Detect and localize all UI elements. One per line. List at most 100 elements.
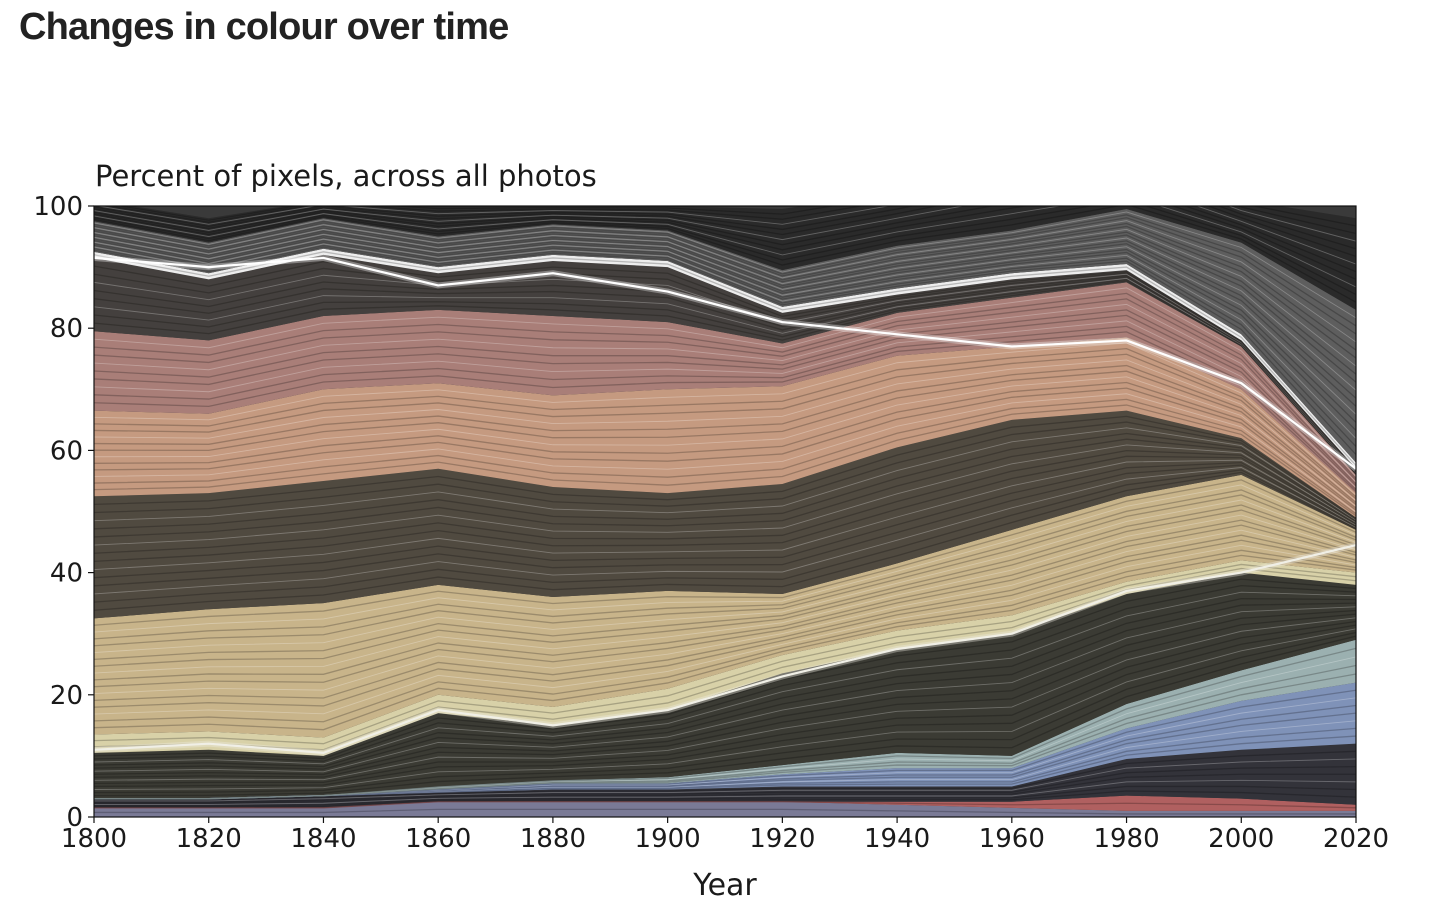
area-band-9	[94, 410, 1356, 619]
stream-line-14-12	[94, 228, 1356, 367]
y-tick-label: 80	[50, 314, 83, 344]
stream-line-6-5	[94, 620, 1356, 785]
stream-line-14-13	[94, 225, 1356, 359]
stream-line-15-8	[94, 206, 1356, 250]
stream-line-8-15	[94, 484, 1356, 633]
stream-line-14-8	[94, 235, 1356, 399]
x-tick-label: 2020	[1323, 824, 1389, 854]
stream-line-10-6	[94, 376, 1356, 507]
x-tick-label: 1920	[749, 824, 815, 854]
stream-line-6-6	[94, 617, 1356, 781]
stream-line-3-4	[94, 773, 1356, 804]
stream-line-15-3	[94, 206, 1356, 288]
chart-subtitle: Percent of pixels, across all photos	[95, 159, 597, 193]
stream-line-11-8	[94, 292, 1356, 479]
x-tick-label: 1800	[61, 824, 127, 854]
stream-line-7-1	[94, 567, 1356, 751]
stream-line-9-6	[94, 459, 1356, 570]
stream-line-8-3	[94, 544, 1356, 715]
x-tick-label: 1840	[290, 824, 356, 854]
highlight-line-1	[94, 256, 1356, 470]
area-band-10	[94, 337, 1356, 518]
stream-line-10-4	[94, 387, 1356, 511]
stream-line-14-1	[94, 246, 1356, 456]
y-tick-label: 20	[50, 681, 83, 711]
stream-line-6-7	[94, 613, 1356, 778]
stream-line-6-4	[94, 624, 1356, 788]
stream-line-8-6	[94, 529, 1356, 694]
stream-line-15-6	[94, 206, 1356, 265]
stream-line-10-7	[94, 370, 1356, 505]
stream-line-8-7	[94, 524, 1356, 688]
stream-line-9-14	[94, 415, 1356, 519]
stream-line-10-11	[94, 347, 1356, 498]
x-tick-label: 1900	[635, 824, 701, 854]
x-tick-label: 1960	[979, 824, 1045, 854]
stream-line-9-4	[94, 464, 1356, 587]
stream-line-10-8	[94, 364, 1356, 504]
stream-line-12-5	[94, 274, 1356, 472]
stream-line-10-1	[94, 404, 1356, 517]
stream-line-9-13	[94, 421, 1356, 520]
highlight-line-2	[94, 544, 1356, 754]
stream-line-14-4	[94, 241, 1356, 431]
area-band-15	[94, 206, 1356, 310]
stream-line-12-6	[94, 273, 1356, 472]
stream-line-12-4	[94, 276, 1356, 473]
area-band-2	[94, 795, 1356, 811]
stream-line-6-10	[94, 602, 1356, 770]
stream-line-8-8	[94, 519, 1356, 681]
stream-line-6-8	[94, 609, 1356, 776]
stream-line-10-3	[94, 393, 1356, 513]
stream-line-3-1	[94, 790, 1356, 808]
x-tick-label: 1880	[520, 824, 586, 854]
stream-line-10-12	[94, 342, 1356, 496]
y-tick-label: 0	[66, 803, 83, 833]
stream-line-15-9	[95, 206, 1356, 242]
stream-line-11-9	[94, 287, 1356, 477]
stream-line-6-2	[94, 631, 1356, 794]
stream-line-3-6	[94, 758, 1356, 802]
stream-line-3-2	[94, 785, 1356, 807]
stream-line-9-11	[94, 432, 1356, 530]
stream-line-3-5	[94, 765, 1356, 803]
x-axis-label: Year	[692, 868, 757, 903]
page-title: Changes in colour over time	[19, 6, 509, 48]
stream-line-11-7	[94, 298, 1356, 481]
x-tick-label: 2000	[1208, 824, 1274, 854]
stream-line-12-8	[94, 261, 1356, 470]
stream-line-6-12	[94, 591, 1356, 765]
y-tick-label: 100	[33, 192, 83, 222]
stream-line-8-1	[94, 554, 1356, 731]
x-tick-label: 1820	[176, 824, 242, 854]
area-band-11	[94, 282, 1356, 494]
stream-line-9-1	[94, 471, 1356, 611]
stream-line-9-10	[94, 438, 1356, 538]
stream-line-11-3	[94, 320, 1356, 488]
stream-line-6-3	[94, 628, 1356, 790]
stream-line-8-12	[94, 499, 1356, 654]
x-tick-label: 1980	[1093, 824, 1159, 854]
stream-line-6-9	[94, 606, 1356, 773]
stream-line-14-18	[94, 211, 1356, 319]
stream-line-7-2	[94, 563, 1356, 745]
stream-line-11-5	[94, 309, 1356, 485]
stream-line-11-1	[94, 331, 1356, 492]
stream-line-3-7	[94, 750, 1356, 801]
stream-line-13-1	[94, 251, 1356, 467]
stream-line-9-12	[94, 427, 1356, 522]
stream-line-8-9	[94, 514, 1356, 674]
stream-line-8-4	[94, 539, 1356, 708]
stream-line-15-5	[94, 206, 1356, 273]
stream-line-14-15	[94, 220, 1356, 343]
area-band-12	[94, 254, 1356, 475]
stream-line-10-2	[94, 398, 1356, 515]
stream-line-14-7	[94, 236, 1356, 407]
stream-line-8-2	[94, 549, 1356, 723]
y-axis: 0 20 40 60 80 100	[33, 192, 94, 833]
stream-line-9-2	[94, 469, 1356, 603]
area-band-3	[94, 743, 1356, 808]
stream-line-12-2	[94, 278, 1356, 474]
stream-line-2-1	[94, 801, 1356, 809]
